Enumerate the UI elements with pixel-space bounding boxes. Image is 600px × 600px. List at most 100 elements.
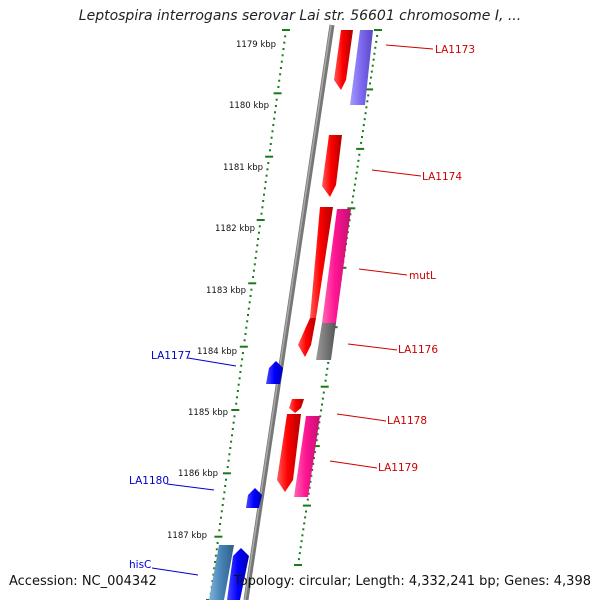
- gene-LA1177[interactable]: [266, 361, 283, 384]
- ruler-major-tick: [356, 147, 365, 150]
- ruler-dot: [355, 171, 358, 174]
- tick-label: 1185 kbp: [188, 408, 228, 418]
- ruler-dot: [349, 213, 352, 216]
- gene-label[interactable]: LA1178: [387, 415, 427, 427]
- gene-LA1180[interactable]: [246, 488, 262, 508]
- ruler-dot: [371, 64, 374, 67]
- backbone: [243, 24, 335, 600]
- gene-mutL[interactable]: [310, 207, 333, 318]
- ruler-dot: [223, 491, 226, 494]
- ruler-dot: [253, 263, 256, 266]
- gene-labels: LA1173 LA1174 mutL LA1176 LA1178 LA1179 …: [129, 44, 475, 571]
- ruler-dot: [271, 130, 274, 133]
- ruler-dot: [300, 540, 303, 543]
- ruler-dot: [230, 440, 233, 443]
- ruler-dot: [256, 244, 259, 247]
- ruler-dot: [257, 238, 260, 240]
- ruler-dot: [283, 41, 286, 44]
- ruler-dot: [304, 516, 307, 519]
- cds-magenta-LA1179[interactable]: [294, 416, 320, 497]
- ruler-dot: [270, 136, 273, 139]
- gene-label[interactable]: hisC: [129, 559, 151, 571]
- ruler-dot: [213, 567, 216, 570]
- ruler-dot: [327, 361, 330, 364]
- accession-text: Accession: NC_004342: [9, 574, 157, 589]
- cds-magenta-mutL[interactable]: [322, 209, 351, 323]
- ruler-dot: [305, 510, 307, 513]
- ruler-dot: [322, 391, 325, 394]
- ruler-dot: [356, 165, 359, 168]
- tick-label: 1184 kbp: [197, 347, 237, 357]
- gene-LA1178[interactable]: [289, 399, 304, 413]
- gene-LA1179[interactable]: [277, 414, 301, 492]
- ruler-dot: [246, 320, 249, 323]
- ruler-dot: [324, 379, 327, 382]
- ruler-dot: [302, 528, 305, 531]
- ruler-major-tick: [231, 409, 240, 411]
- cds-gray-LA1176[interactable]: [316, 323, 336, 360]
- ruler-dot: [233, 415, 236, 418]
- ruler-dot: [361, 136, 363, 138]
- ruler-dot: [255, 250, 258, 253]
- ruler-dot: [316, 433, 319, 436]
- ruler-dot: [218, 529, 221, 532]
- ruler-dot: [278, 79, 281, 82]
- tick-label: 1179 kbp: [236, 40, 276, 50]
- ruler-dot: [313, 457, 315, 459]
- ruler-dot: [229, 447, 232, 449]
- ruler-dot: [325, 373, 328, 376]
- ruler-major-tick: [294, 564, 302, 566]
- ruler-dot: [269, 149, 271, 152]
- ruler-dot: [265, 174, 268, 177]
- ruler-dot: [363, 118, 366, 121]
- callout-lines: [151, 44, 434, 576]
- ruler-dot: [258, 225, 261, 228]
- cds-steel-hisC[interactable]: [209, 545, 234, 600]
- left-ruler: [206, 29, 290, 600]
- ruler-major-tick: [374, 29, 382, 31]
- ruler-dot: [219, 523, 222, 525]
- ruler-dot: [310, 474, 313, 477]
- reverse-genes: [209, 361, 283, 600]
- tick-label: 1183 kbp: [206, 286, 246, 296]
- summary-text: Topology: circular; Length: 4,332,241 bp…: [233, 574, 591, 589]
- gene-hisC[interactable]: [227, 548, 249, 600]
- ruler-dot: [365, 106, 368, 109]
- ruler-dot: [303, 522, 306, 525]
- ruler-dot: [274, 111, 276, 114]
- ruler-dot: [227, 459, 230, 462]
- tick-label: 1182 kbp: [215, 224, 255, 234]
- tick-label: 1180 kbp: [229, 101, 269, 111]
- gene-label[interactable]: LA1174: [422, 171, 462, 183]
- gene-label[interactable]: LA1180: [129, 475, 169, 487]
- gene-LA1173[interactable]: [334, 30, 353, 90]
- gene-label[interactable]: LA1177: [151, 350, 191, 362]
- ruler-dot: [269, 143, 272, 145]
- ruler-dot: [241, 352, 244, 354]
- ruler-dot: [225, 478, 227, 481]
- gene-label[interactable]: LA1179: [378, 462, 418, 474]
- gene-LA1176[interactable]: [298, 318, 316, 357]
- ruler-dot: [224, 485, 227, 487]
- ruler-dot: [266, 168, 269, 171]
- ruler-dot: [367, 94, 370, 97]
- ruler-dot: [240, 364, 243, 367]
- gene-label[interactable]: LA1173: [435, 44, 475, 56]
- ruler-dot: [258, 231, 260, 234]
- ruler-dot: [307, 492, 310, 495]
- ruler-dot: [284, 35, 287, 38]
- ruler-dot: [220, 516, 222, 519]
- ruler-major-tick: [320, 385, 329, 388]
- ruler-dot: [319, 415, 322, 418]
- gene-label[interactable]: mutL: [409, 270, 436, 282]
- ruler-major-tick: [365, 88, 374, 91]
- ruler-dot: [252, 276, 255, 278]
- ruler-dot: [277, 86, 280, 88]
- ruler-dot: [262, 200, 265, 202]
- ruler-dot: [279, 67, 282, 69]
- gene-label[interactable]: LA1176: [398, 344, 438, 356]
- ruler-dot: [352, 195, 355, 198]
- gene-LA1174[interactable]: [322, 135, 342, 197]
- cds-purple[interactable]: [350, 30, 373, 105]
- ruler-major-tick: [347, 207, 356, 210]
